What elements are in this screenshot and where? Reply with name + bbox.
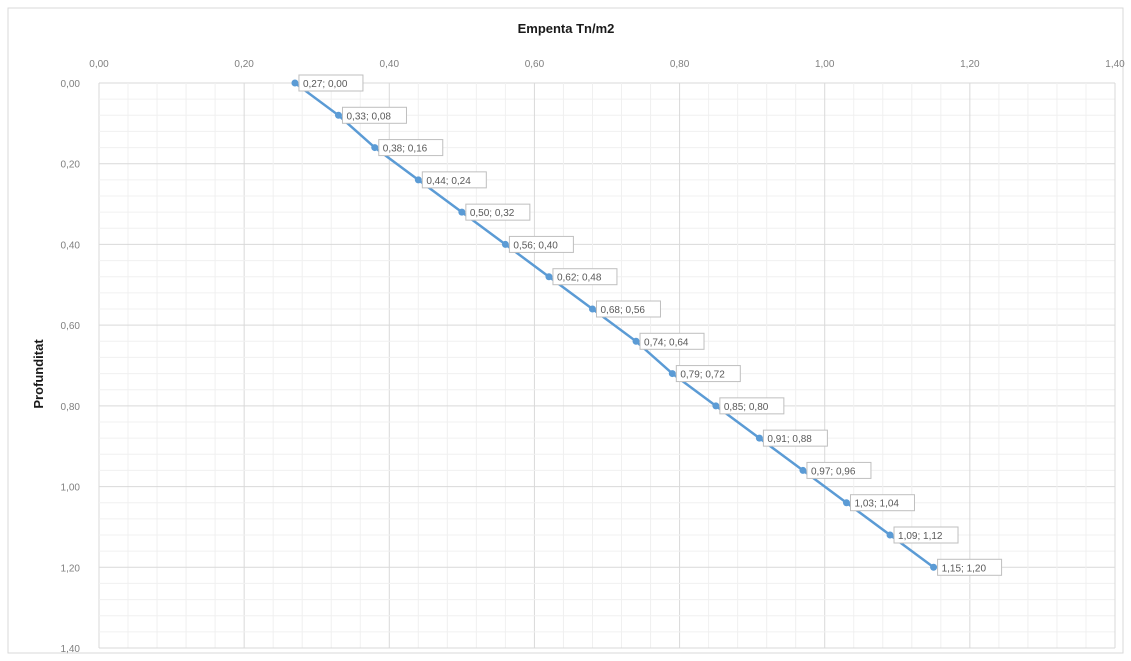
- data-label-box: [465, 203, 531, 221]
- data-label: 0,56; 0,40: [513, 240, 558, 251]
- data-label: 0,97; 0,96: [811, 466, 856, 477]
- data-label-box: [719, 397, 785, 415]
- y-tick-label: 1,20: [61, 563, 81, 574]
- data-label: 1,15; 1,20: [942, 563, 987, 574]
- data-point: [545, 273, 553, 281]
- data-point: [930, 563, 938, 571]
- y-tick-label: 0,20: [61, 160, 81, 171]
- data-label-box: [849, 494, 915, 512]
- chart-title: Empenta Tn/m2: [518, 21, 615, 36]
- data-label: 0,38; 0,16: [383, 144, 428, 155]
- data-label: 0,50; 0,32: [470, 208, 515, 219]
- data-label-box: [762, 429, 828, 447]
- x-tick-label: 1,40: [1105, 59, 1125, 70]
- data-point: [799, 466, 807, 474]
- data-label: 0,79; 0,72: [680, 370, 725, 381]
- data-point: [886, 531, 894, 539]
- y-tick-label: 0,00: [61, 79, 81, 90]
- data-label-box: [421, 171, 487, 189]
- data-label: 1,03; 1,04: [854, 499, 899, 510]
- data-point: [755, 434, 763, 442]
- data-label: 1,09; 1,12: [898, 531, 943, 542]
- y-tick-label: 1,40: [61, 644, 81, 655]
- data-label-box: [675, 365, 741, 383]
- chart-border: [7, 7, 1124, 654]
- data-label-box: [378, 139, 444, 157]
- data-label-box: [639, 332, 705, 350]
- data-point: [458, 208, 466, 216]
- data-label: 0,33; 0,08: [346, 111, 391, 122]
- x-tick-label: 0,80: [670, 59, 690, 70]
- data-point: [668, 370, 676, 378]
- series: [291, 79, 938, 571]
- x-tick-label: 0,20: [234, 59, 254, 70]
- y-tick-label: 0,40: [61, 240, 81, 251]
- data-point: [501, 240, 509, 248]
- gridlines: [98, 82, 1116, 649]
- y-tick-label: 0,60: [61, 321, 81, 332]
- data-point: [842, 499, 850, 507]
- data-point: [414, 176, 422, 184]
- data-label: 0,91; 0,88: [767, 434, 812, 445]
- data-point: [712, 402, 720, 410]
- y-tick-label: 0,80: [61, 402, 81, 413]
- data-point: [334, 111, 342, 119]
- data-label-box: [893, 526, 959, 544]
- data-point: [291, 79, 299, 87]
- y-axis-title: Profunditat: [31, 339, 46, 409]
- data-point: [588, 305, 596, 313]
- data-label-box: [508, 235, 574, 253]
- x-tick-label: 0,00: [89, 59, 109, 70]
- x-tick-label: 0,40: [380, 59, 400, 70]
- data-label: 0,27; 0,00: [303, 79, 348, 90]
- data-point: [371, 144, 379, 152]
- data-label: 0,74; 0,64: [644, 337, 689, 348]
- data-label-box: [595, 300, 661, 318]
- data-label: 0,44; 0,24: [426, 176, 471, 187]
- x-tick-label: 0,60: [525, 59, 545, 70]
- data-point: [632, 337, 640, 345]
- data-label: 0,62; 0,48: [557, 273, 602, 284]
- data-label-box: [937, 558, 1003, 576]
- x-tick-label: 1,20: [960, 59, 980, 70]
- y-tick-label: 1,00: [61, 483, 81, 494]
- data-label: 0,85; 0,80: [724, 402, 769, 413]
- x-tick-label: 1,00: [815, 59, 835, 70]
- data-label-box: [806, 461, 872, 479]
- data-label-box: [341, 106, 407, 124]
- data-labels: 0,27; 0,00 0,33; 0,08 0,38; 0,16 0,44; 0,24…: [298, 74, 1003, 576]
- data-label: 0,68; 0,56: [600, 305, 645, 316]
- tick-labels: 0,00 0,20 0,40 0,60 0,80 1,00 1,20 1,40 0,00 0,20…: [61, 59, 1126, 655]
- series-line: [294, 81, 935, 569]
- data-label-box: [552, 268, 618, 286]
- data-label-box: [298, 74, 364, 92]
